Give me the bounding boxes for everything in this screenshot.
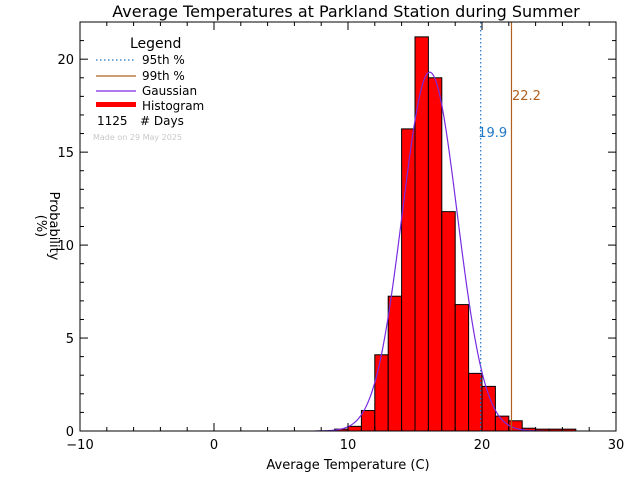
histogram-bar-9 (454, 304, 470, 432)
histogram-bar-10 (468, 372, 483, 432)
legend-days-label: # Days (140, 114, 184, 128)
legend-swatch-histogram (96, 102, 136, 107)
legend-label-histogram: Histogram (142, 99, 204, 113)
y-tick-label: 15 (57, 146, 74, 161)
x-axis-label: Average Temperature (C) (266, 458, 429, 473)
histogram-bar-7 (427, 77, 443, 432)
histogram-bar-1 (347, 425, 362, 432)
y-tick-label: 0 (66, 425, 74, 440)
x-tick-label: −10 (66, 438, 93, 453)
legend-title: Legend (130, 36, 181, 52)
histogram-bar-4 (387, 295, 403, 432)
legend: Legend 95th % 99th % Gaussian Histogram … (93, 36, 204, 142)
x-tick-label: 30 (608, 438, 625, 453)
y-ticks: 0 5 10 15 20 (57, 21, 616, 440)
percentile-layer: 19.9 22.2 (478, 22, 541, 431)
histogram-bar-11 (481, 385, 496, 432)
legend-label-gaussian: Gaussian (142, 84, 197, 98)
bars-layer (334, 36, 577, 432)
histogram-bar-8 (441, 211, 456, 432)
x-ticks: −10 0 10 20 30 (66, 22, 624, 453)
legend-label-99th: 99th % (142, 69, 185, 83)
x-tick-label: 10 (340, 438, 357, 453)
histogram-bar-2 (360, 410, 376, 432)
legend-label-95th: 95th % (142, 53, 185, 67)
percentile-99-label: 22.2 (512, 89, 541, 104)
y-tick-label: 10 (57, 239, 74, 254)
x-tick-label: 20 (474, 438, 491, 453)
histogram-bar-3 (374, 354, 389, 432)
y-tick-label: 5 (66, 332, 74, 347)
y-tick-label: 20 (57, 53, 74, 68)
gaussian-curve (314, 71, 545, 432)
y-axis-label: Probability (46, 192, 61, 261)
chart-title: Average Temperatures at Parkland Station… (112, 2, 580, 21)
histogram-bar-6 (414, 36, 429, 432)
percentile-95-label: 19.9 (478, 126, 507, 141)
gaussian-layer (314, 71, 545, 432)
made-on-note: Made on 29 May 2025 (93, 133, 182, 142)
y-axis-unit: (%) (33, 215, 48, 238)
legend-days-count: 1125 (97, 114, 128, 128)
histogram-bar-5 (401, 128, 416, 432)
x-tick-label: 0 (210, 438, 218, 453)
